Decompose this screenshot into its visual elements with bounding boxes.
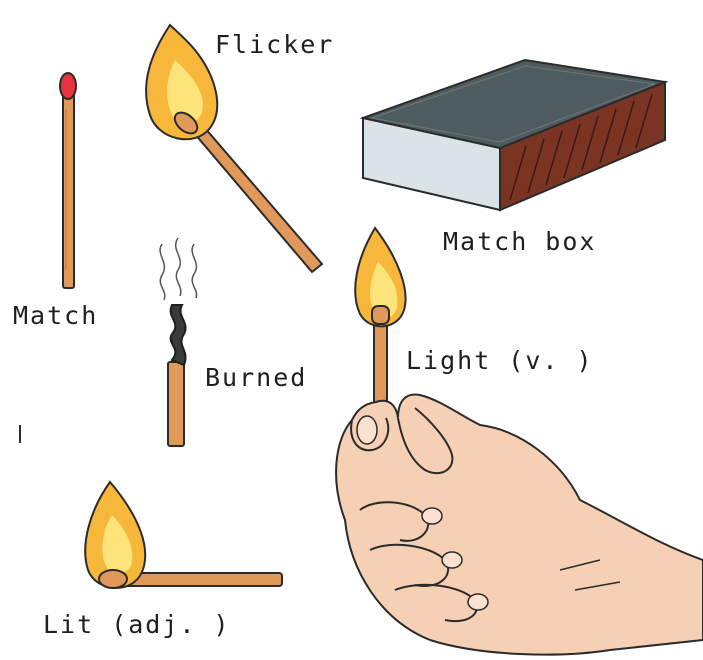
label-match-box: Match box [443,227,597,256]
label-flicker: Flicker [215,30,335,59]
unlit-match [59,72,77,289]
flickering-match [145,23,324,274]
hand-with-lit-match [335,226,703,656]
burned-match [159,237,198,447]
label-burned: Burned [205,363,308,392]
label-light: Light (v. ) [406,346,594,375]
label-match: Match [13,301,99,330]
label-lit: Lit (adj. ) [43,610,231,639]
lit-match [84,480,283,589]
match-box [359,58,669,212]
